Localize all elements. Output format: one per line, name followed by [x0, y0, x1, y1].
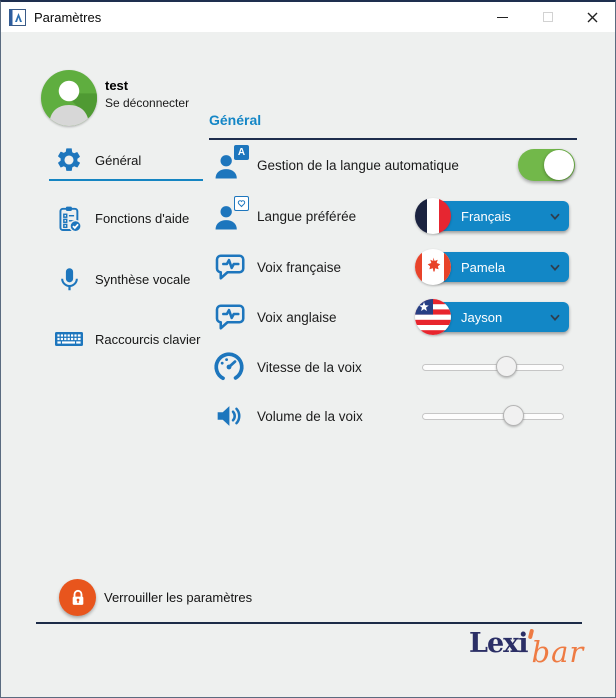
setting-row-vitesse-voix: Vitesse de la voix	[209, 345, 577, 389]
sidebar-selected-indicator	[49, 179, 203, 181]
lexibar-logo: Lexi bar	[469, 628, 584, 669]
setting-row-volume-voix: Volume de la voix	[209, 394, 577, 438]
dropdown-value: Français	[461, 208, 511, 224]
setting-label: Langue préférée	[257, 208, 357, 224]
slider-track	[422, 364, 564, 371]
chevron-down-icon	[550, 264, 560, 271]
setting-label: Voix anglaise	[257, 309, 337, 325]
brand-bar-text: bar	[531, 635, 585, 669]
lock-settings-button[interactable]	[59, 579, 96, 616]
slider-track	[422, 413, 564, 420]
chevron-down-icon	[550, 314, 560, 321]
voice-speed-slider[interactable]	[422, 356, 564, 378]
logout-link[interactable]: Se déconnecter	[105, 96, 190, 110]
sidebar-item-label: Synthèse vocale	[95, 271, 191, 287]
sidebar-item-synthese-vocale[interactable]: Synthèse vocale	[49, 260, 205, 298]
window-title: Paramètres	[34, 9, 102, 25]
user-name: test	[105, 78, 129, 93]
usa-flag-icon	[415, 299, 451, 335]
sidebar-item-label: Général	[95, 152, 142, 168]
english-voice-dropdown[interactable]: Jayson	[415, 299, 569, 335]
gear-icon	[54, 145, 84, 175]
section-title: Général	[209, 112, 262, 128]
brand-lexi-text: Lexi	[469, 628, 529, 659]
lock-icon	[72, 589, 83, 605]
voice-volume-slider[interactable]	[422, 405, 564, 427]
minimize-button[interactable]	[480, 2, 525, 32]
lock-settings-label: Verrouiller les paramètres	[104, 590, 253, 605]
sidebar-item-general[interactable]: Général	[49, 141, 205, 179]
app-icon	[9, 8, 26, 26]
microphone-icon	[54, 264, 84, 294]
minimize-icon	[497, 16, 508, 18]
french-voice-dropdown[interactable]: Pamela	[415, 249, 569, 285]
setting-label: Voix française	[257, 259, 342, 275]
chevron-down-icon	[550, 213, 560, 220]
auto-language-toggle[interactable]	[518, 149, 575, 181]
sidebar-item-fonctions-aide[interactable]: Fonctions d'aide	[49, 199, 205, 237]
sidebar-item-label: Fonctions d'aide	[95, 210, 190, 226]
keyboard-icon	[54, 324, 84, 354]
close-icon	[587, 12, 598, 22]
letter-a-badge-icon: A	[234, 145, 249, 160]
footer-separator	[36, 622, 582, 624]
sidebar-item-raccourcis-clavier[interactable]: Raccourcis clavier	[49, 320, 205, 358]
speaker-icon	[209, 396, 249, 436]
maximize-button	[525, 2, 570, 32]
preferred-language-dropdown[interactable]: Français	[415, 198, 569, 234]
section-underline	[209, 138, 577, 140]
maximize-icon	[542, 12, 553, 22]
speedometer-icon	[209, 347, 249, 387]
toggle-knob	[544, 150, 574, 180]
speech-waveform-icon	[209, 247, 249, 287]
dropdown-value: Pamela	[461, 259, 506, 275]
close-button[interactable]	[570, 2, 615, 32]
person-heart-icon	[209, 196, 249, 236]
setting-label: Vitesse de la voix	[257, 359, 362, 375]
slider-thumb[interactable]	[503, 405, 525, 426]
person-language-icon: A	[209, 145, 249, 185]
speech-waveform-icon	[209, 297, 249, 337]
france-flag-icon	[415, 198, 451, 234]
titlebar: Paramètres	[1, 2, 615, 32]
canada-flag-icon	[415, 249, 451, 285]
setting-label: Volume de la voix	[257, 408, 363, 424]
heart-badge-icon	[234, 196, 249, 211]
slider-thumb[interactable]	[496, 356, 518, 377]
setting-row-voix-francaise: Voix française Pamela	[209, 245, 577, 289]
setting-row-auto-language: A Gestion de la langue automatique	[209, 143, 577, 187]
sidebar-item-label: Raccourcis clavier	[95, 331, 201, 347]
clipboard-check-icon	[54, 203, 84, 233]
setting-row-langue-preferee: Langue préférée Français	[209, 194, 577, 238]
setting-label: Gestion de la langue automatique	[257, 157, 459, 173]
setting-row-voix-anglaise: Voix anglaise Jayson	[209, 295, 577, 339]
avatar[interactable]	[41, 70, 97, 126]
dropdown-value: Jayson	[461, 309, 503, 325]
avatar-person-icon	[49, 80, 97, 126]
